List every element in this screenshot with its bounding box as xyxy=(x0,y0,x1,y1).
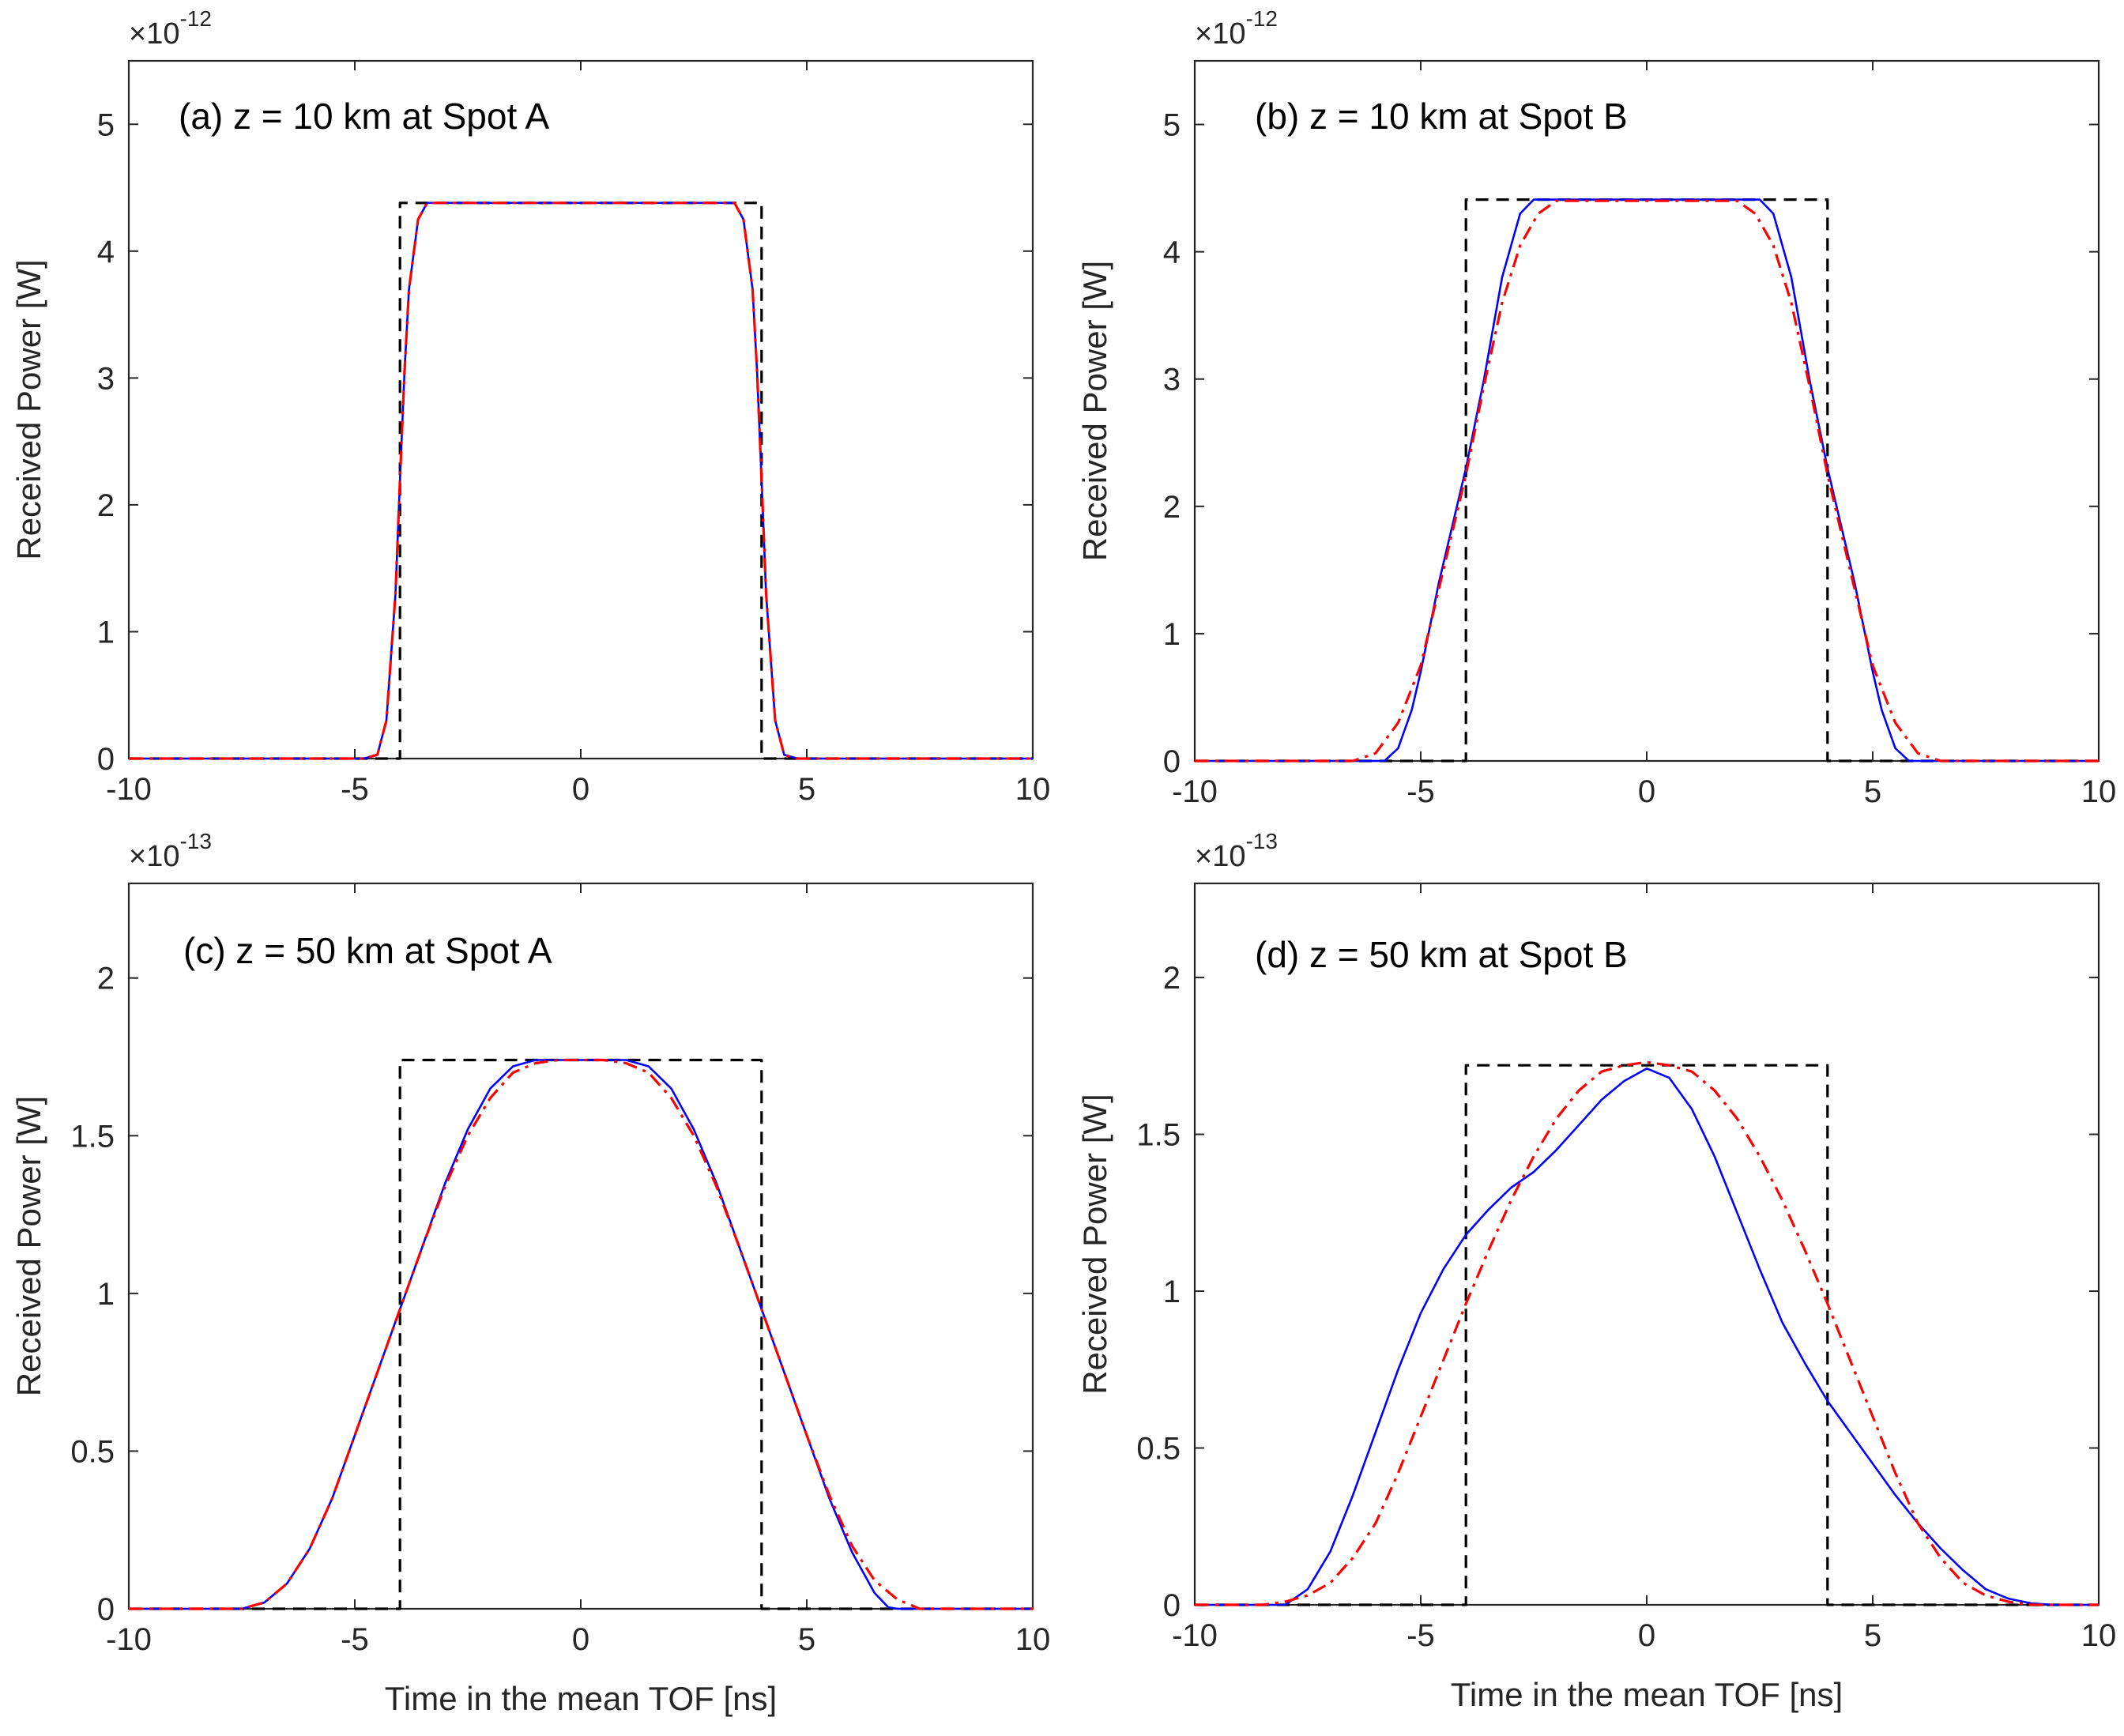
x-tick-label: 5 xyxy=(798,772,815,807)
series-line-solid xyxy=(1195,1067,2099,1606)
x-tick-label: 10 xyxy=(2081,1618,2117,1653)
x-tick-label: 0 xyxy=(1638,1618,1655,1653)
y-tick-label: 0 xyxy=(97,742,115,777)
y-tick-label: 5 xyxy=(1163,108,1181,143)
y-axis-label: Received Power [W] xyxy=(10,1096,47,1396)
x-tick-label: 0 xyxy=(1638,774,1655,809)
x-tick-label: 0 xyxy=(572,1622,589,1657)
y-tick-label: 3 xyxy=(97,361,115,396)
series-line-dashed xyxy=(1195,1064,2099,1606)
x-tick-label: -10 xyxy=(106,1622,152,1657)
x-tick-label: 5 xyxy=(1864,774,1881,809)
axes-box xyxy=(1193,882,2100,1606)
y-tick-label: 4 xyxy=(97,235,115,269)
panel-title: (a) z = 10 km at Spot A xyxy=(179,96,549,137)
y-multiplier: ×10 xyxy=(129,840,179,873)
x-tick-label: 10 xyxy=(1015,772,1051,807)
x-axis-label: Time in the mean TOF [ns] xyxy=(385,1680,777,1717)
x-tick-label: 10 xyxy=(1015,1622,1051,1657)
x-tick-label: -10 xyxy=(1172,1618,1218,1653)
panel-title: (d) z = 50 km at Spot B xyxy=(1255,934,1628,975)
axes-box xyxy=(127,59,1034,760)
y-exponent: -12 xyxy=(179,6,211,31)
y-tick-label: 2 xyxy=(1163,961,1181,996)
y-exponent: -13 xyxy=(179,829,211,853)
y-tick-label: 1 xyxy=(1163,617,1181,652)
x-tick-label: -5 xyxy=(341,772,369,807)
y-axis-label: Received Power [W] xyxy=(10,259,47,559)
x-tick-label: 5 xyxy=(1864,1618,1881,1653)
y-tick-label: 0.5 xyxy=(70,1434,115,1469)
y-tick-label: 4 xyxy=(1163,235,1181,270)
y-multiplier: ×10 xyxy=(1195,840,1245,873)
series-line-dashed xyxy=(129,1058,1033,1610)
y-multiplier: ×10 xyxy=(1195,17,1245,51)
y-exponent-label: ×10-13 xyxy=(1195,829,1278,873)
x-tick-label: -10 xyxy=(106,772,152,807)
y-tick-label: 1.5 xyxy=(1136,1118,1181,1153)
series-line-solid xyxy=(129,1059,1033,1610)
y-exponent: -13 xyxy=(1245,829,1277,853)
x-tick-label: 0 xyxy=(572,772,589,807)
x-tick-label: 10 xyxy=(2081,774,2117,809)
y-tick-label: 1 xyxy=(97,615,115,650)
y-tick-label: 2 xyxy=(97,488,115,523)
panel-b: -10 -5 0 5 10 0 1 2 3 4 5 ×10-12 Received Power [W] (… xyxy=(1076,6,2116,809)
y-tick-label: 2 xyxy=(97,962,115,996)
x-tick-label: -5 xyxy=(341,1622,369,1657)
y-tick-label: 0 xyxy=(97,1592,115,1627)
y-exponent-label: ×10-12 xyxy=(129,6,212,51)
axes-box xyxy=(1193,59,2100,763)
y-tick-label: 0 xyxy=(1163,744,1181,779)
y-tick-label: 0.5 xyxy=(1136,1432,1181,1467)
panel-c: -10 -5 0 5 10 0 0.5 1 1.5 2 ×10-13 Received Power [… xyxy=(10,829,1050,1717)
y-axis-label: Received Power [W] xyxy=(1076,1094,1113,1394)
series-line-dashdot xyxy=(1195,1060,2099,1606)
y-tick-label: 2 xyxy=(1163,490,1181,525)
y-tick-label: 1.5 xyxy=(70,1119,115,1154)
y-tick-label: 0 xyxy=(1163,1588,1181,1623)
y-exponent-label: ×10-13 xyxy=(129,829,212,873)
y-tick-label: 5 xyxy=(97,107,115,142)
panel-a: -10 -5 0 5 10 0 1 2 3 4 5 ×10-12 Received Power [W] (… xyxy=(10,6,1050,807)
x-tick-label: -5 xyxy=(1407,1618,1435,1653)
x-axis-label: Time in the mean TOF [ns] xyxy=(1451,1676,1843,1713)
y-tick-label: 1 xyxy=(97,1277,115,1312)
y-exponent: -12 xyxy=(1245,6,1277,31)
y-exponent-label: ×10-12 xyxy=(1195,6,1278,51)
x-tick-label: -10 xyxy=(1172,774,1218,809)
panel-d: -10 -5 0 5 10 0 0.5 1 1.5 2 ×10-13 Received Power [… xyxy=(1076,829,2116,1713)
y-tick-label: 3 xyxy=(1163,363,1181,397)
y-tick-label: 1 xyxy=(1163,1275,1181,1309)
x-tick-label: 5 xyxy=(798,1622,815,1657)
y-multiplier: ×10 xyxy=(129,17,179,51)
series-line-dashdot xyxy=(1195,199,2099,763)
series-line-dashdot xyxy=(129,201,1033,760)
x-tick-label: -5 xyxy=(1407,774,1435,809)
axes-box xyxy=(127,882,1034,1610)
panel-title: (b) z = 10 km at Spot B xyxy=(1255,96,1628,137)
panel-title: (c) z = 50 km at Spot A xyxy=(183,930,552,971)
y-axis-label: Received Power [W] xyxy=(1076,261,1113,561)
